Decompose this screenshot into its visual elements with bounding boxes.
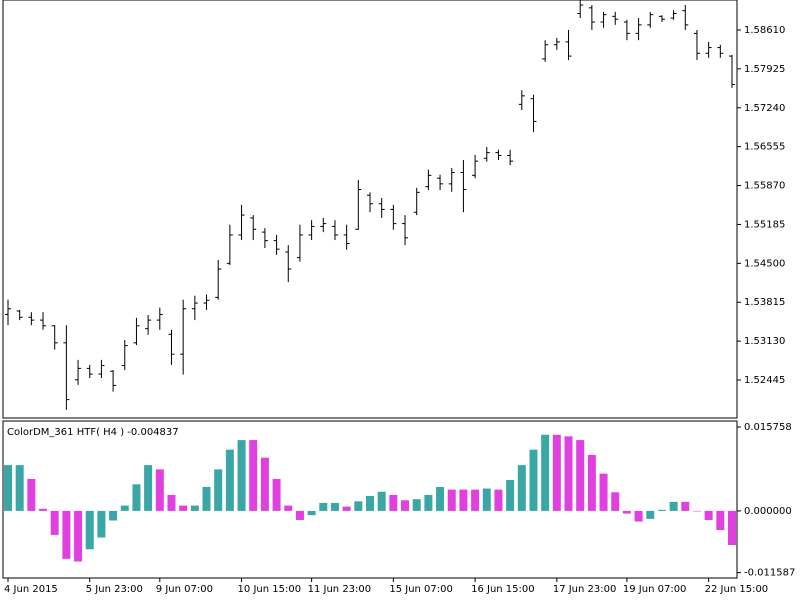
histogram-bar (482, 488, 491, 511)
y-tick-label: 0.015758 (744, 422, 792, 433)
histogram-bar (704, 510, 713, 520)
histogram-bar (132, 484, 141, 511)
histogram-bar (634, 510, 643, 522)
y-tick-label: 1.57925 (744, 64, 785, 75)
y-tick-label: 1.56555 (744, 142, 785, 153)
histogram-bar (436, 486, 445, 511)
histogram-bar (377, 491, 386, 511)
y-tick-label: 1.52445 (744, 375, 785, 386)
histogram-bar (728, 510, 736, 545)
histogram-bar (237, 440, 246, 511)
histogram-bar (657, 509, 666, 511)
histogram-bar (424, 494, 433, 511)
histogram-bar (564, 436, 573, 511)
histogram-bar (587, 455, 596, 511)
y-tick-label: 1.58610 (744, 25, 785, 36)
histogram-bar (109, 510, 118, 521)
x-tick-label: 11 Jun 23:00 (308, 584, 372, 595)
histogram-bar (74, 510, 83, 562)
histogram-bar (15, 465, 24, 511)
histogram-bar (179, 505, 188, 511)
histogram-bar (692, 510, 701, 512)
x-tick-label: 22 Jun 15:00 (705, 584, 769, 595)
x-tick-label: 15 Jun 07:00 (389, 584, 453, 595)
x-tick-label: 16 Jun 15:00 (471, 584, 535, 595)
histogram-bar (62, 510, 71, 559)
histogram-bar (354, 501, 363, 511)
indicator-panel (2, 420, 738, 579)
histogram-bar (272, 478, 281, 511)
histogram-bar (366, 496, 374, 511)
histogram-bar (319, 502, 328, 511)
histogram-bar (412, 499, 421, 511)
histogram-bar (4, 465, 12, 511)
histogram-bar (506, 480, 515, 511)
x-tick-label: 5 Jun 23:00 (86, 584, 143, 595)
histogram-bar (541, 434, 550, 511)
histogram-bar (120, 505, 129, 511)
y-tick-label: 0.000000 (744, 506, 792, 517)
histogram-bar (716, 510, 725, 531)
histogram-bar (389, 494, 398, 511)
histogram-bar (307, 510, 316, 516)
histogram-bar (284, 505, 293, 511)
histogram-bar (517, 465, 526, 511)
histogram-bar (202, 486, 211, 511)
histogram-bar (214, 469, 223, 511)
histogram-bar (97, 510, 106, 538)
x-tick-label: 17 Jun 23:00 (553, 584, 617, 595)
y-tick-label: 1.55870 (744, 181, 785, 192)
histogram-bar (155, 469, 164, 511)
y-tick-label: 1.57240 (744, 103, 785, 114)
histogram-bar (342, 506, 351, 511)
price-panel (2, 0, 738, 419)
histogram-bar (611, 492, 620, 511)
histogram-bar (144, 465, 153, 511)
indicator-title: ColorDM_361 HTF( H4 ) -0.004837 (7, 427, 179, 438)
y-tick-label: 1.54500 (744, 258, 785, 269)
histogram-bar (190, 505, 199, 511)
y-tick-label: 1.55185 (744, 219, 785, 230)
histogram-bar (494, 489, 503, 511)
y-tick-label: 1.53130 (744, 336, 785, 347)
histogram-bar (295, 510, 304, 520)
y-tick-label: -0.011587 (744, 568, 795, 579)
histogram-bar (471, 489, 480, 511)
histogram-bar (225, 449, 234, 511)
histogram-bar (27, 478, 36, 511)
histogram-bar (459, 489, 468, 511)
histogram-bar (646, 510, 655, 519)
histogram-bar (260, 457, 269, 511)
histogram-bar (50, 510, 59, 535)
histogram-bar (622, 510, 631, 514)
x-tick-label: 10 Jun 15:00 (238, 584, 302, 595)
histogram-bar (447, 489, 456, 511)
histogram-bar (330, 502, 339, 511)
x-tick-label: 4 Jun 2015 (4, 584, 58, 595)
y-tick-label: 1.53815 (744, 297, 785, 308)
histogram-bar (39, 508, 48, 511)
histogram-bar (249, 440, 258, 511)
histogram-bar (576, 440, 585, 511)
histogram-bar (552, 434, 561, 511)
histogram-bar (401, 500, 410, 511)
x-tick-label: 19 Jun 07:00 (623, 584, 687, 595)
histogram-bar (85, 510, 94, 550)
histogram-bar (599, 473, 608, 511)
histogram-bar (681, 501, 690, 511)
histogram-bar (167, 494, 176, 511)
histogram-bar (669, 501, 678, 511)
x-tick-label: 9 Jun 07:00 (156, 584, 213, 595)
histogram-bar (529, 449, 538, 511)
